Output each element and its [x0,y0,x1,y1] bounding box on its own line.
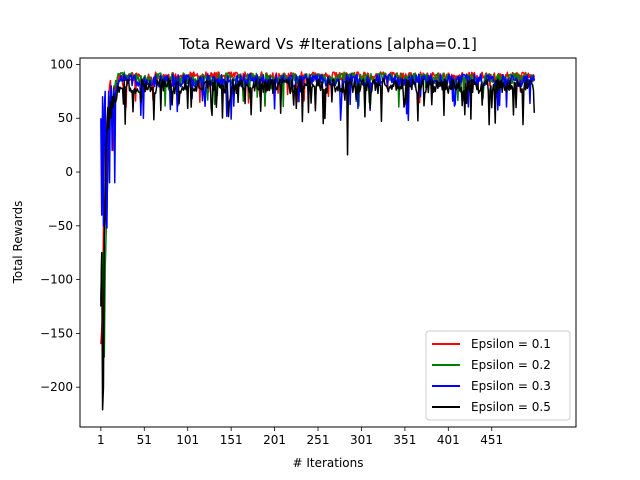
y-tick-label: −200 [40,380,73,394]
x-axis: 1 51 101 151 201 251 301 351 401 451 [97,427,503,447]
x-tick-label: 101 [176,433,199,447]
x-tick-label: 151 [220,433,243,447]
legend-label-epsilon-0-1: Epsilon = 0.1 [471,337,551,351]
series-layer [100,71,536,411]
legend-box [425,330,571,421]
y-tick-label: −150 [40,326,73,340]
x-tick-label: 401 [437,433,460,447]
chart-title: Tota Reward Vs #Iterations [alpha=0.1] [178,35,477,53]
series-line-epsilon-0-3 [100,73,536,229]
plot-area [79,57,577,428]
y-axis-label: Total Rewards [11,201,25,285]
y-axis: 100 50 0 −50 −100 −150 −200 [40,57,80,394]
legend-label-epsilon-0-3: Epsilon = 0.3 [471,379,551,393]
y-tick-label: 0 [65,165,73,179]
legend: Epsilon = 0.1 Epsilon = 0.2 Epsilon = 0.… [425,330,571,421]
x-tick-label: 201 [263,433,286,447]
x-tick-label: 1 [97,433,105,447]
x-tick-label: 251 [307,433,330,447]
x-tick-label: 51 [137,433,152,447]
y-tick-label: 100 [50,57,73,71]
x-axis-label: # Iterations [292,456,363,470]
x-tick-label: 451 [480,433,503,447]
y-tick-label: −50 [48,219,73,233]
legend-label-epsilon-0-2: Epsilon = 0.2 [471,358,551,372]
series-line-epsilon-0-1 [100,71,536,345]
x-tick-label: 301 [350,433,373,447]
plot-frame [79,57,577,428]
y-tick-label: 50 [58,111,73,125]
y-tick-label: −100 [40,273,73,287]
legend-label-epsilon-0-5: Epsilon = 0.5 [471,400,551,414]
x-tick-label: 351 [393,433,416,447]
series-line-epsilon-0-5 [100,77,536,411]
